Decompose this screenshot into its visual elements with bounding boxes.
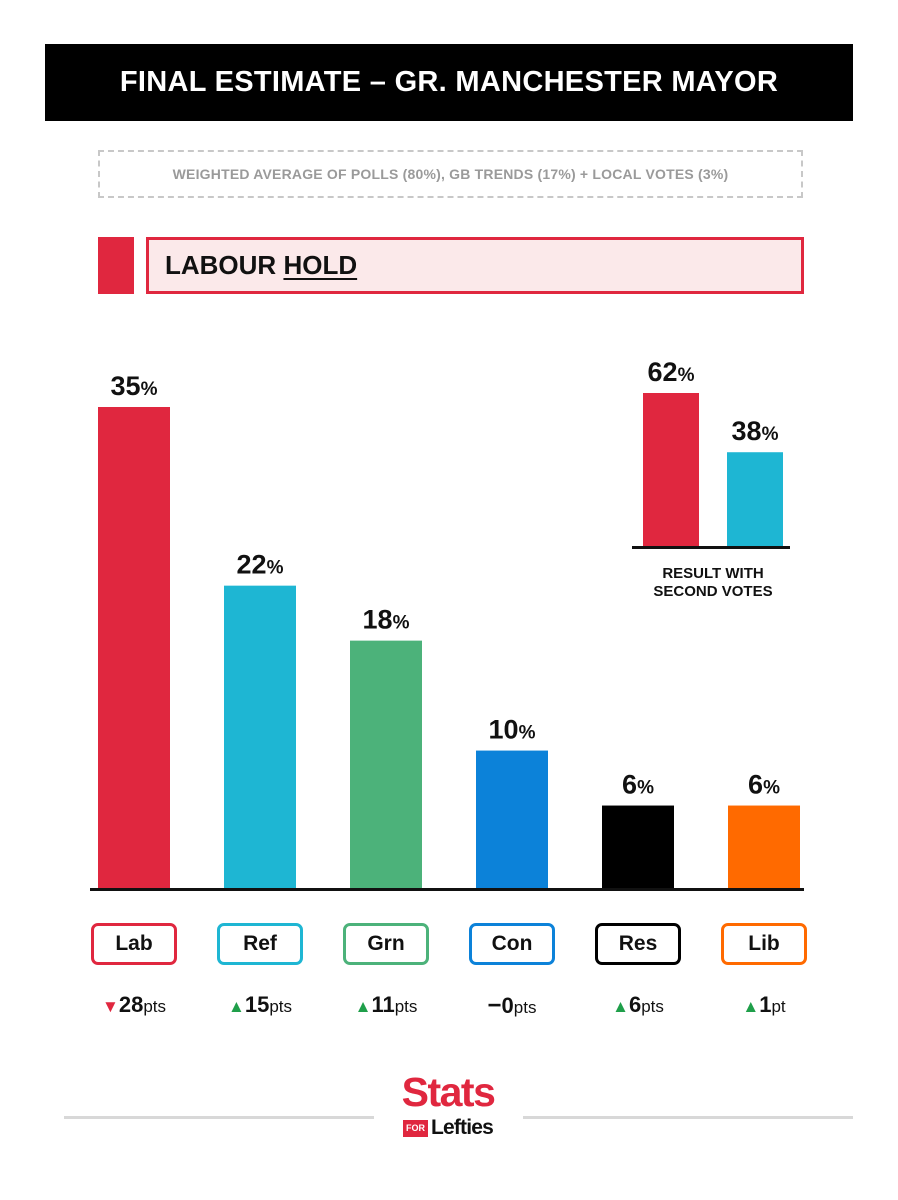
value-label-res: 6% [622, 770, 654, 800]
party-label-con: Con [469, 923, 555, 965]
footer-divider-right [523, 1116, 853, 1119]
inset-axis-line [632, 546, 790, 549]
verdict-party: LABOUR [165, 250, 277, 280]
down-arrow-icon: ▼ [102, 997, 119, 1016]
x-axis-line [90, 888, 804, 891]
stats-for-lefties-logo: Stats FOR Lefties [396, 1072, 500, 1139]
value-label-con: 10% [489, 715, 536, 745]
chart-subtitle: WEIGHTED AVERAGE OF POLLS (80%), GB TREN… [98, 150, 803, 198]
bar-lib [728, 805, 800, 888]
bar-con [476, 750, 548, 888]
bar-ref [224, 585, 296, 888]
inset-caption-line-1: RESULT WITH [662, 565, 763, 582]
change-ref: ▲15pts [228, 992, 292, 1017]
change-con: −0pts [487, 992, 537, 1019]
change-grn: ▲11pts [354, 992, 418, 1017]
logo-lefties-text: Lefties [430, 1116, 494, 1139]
bar-grn [350, 640, 422, 888]
value-label-grn: 18% [363, 605, 410, 635]
up-arrow-icon: ▲ [228, 997, 245, 1016]
up-arrow-icon: ▲ [742, 997, 760, 1016]
party-label-grn: Grn [343, 923, 429, 965]
change-lib: ▲1pt [742, 992, 786, 1017]
verdict-banner: LABOUR HOLD [146, 237, 804, 294]
footer-divider-left [64, 1116, 374, 1119]
inset-bar-lab [643, 393, 699, 546]
party-label-res: Res [595, 923, 681, 965]
bar-lab [98, 407, 170, 888]
inset-bar-ref [727, 452, 783, 546]
change-res: ▲6pts [612, 992, 664, 1017]
inset-value-label-lab: 62% [648, 357, 695, 387]
up-arrow-icon: ▲ [612, 997, 629, 1016]
inset-value-label-ref: 38% [732, 416, 779, 446]
bar-res [602, 805, 674, 888]
logo-for-tag: FOR [402, 1119, 428, 1137]
logo-stats-text: Stats [401, 1069, 496, 1115]
value-label-lib: 6% [748, 770, 780, 800]
value-label-lab: 35% [111, 371, 158, 401]
chart-title: FINAL ESTIMATE – GR. MANCHESTER MAYOR [45, 44, 853, 121]
verdict-marker [98, 237, 134, 294]
party-label-lab: Lab [91, 923, 177, 965]
verdict-result: HOLD [283, 250, 358, 280]
up-arrow-icon: ▲ [354, 997, 372, 1016]
inset-caption-line-2: SECOND VOTES [653, 583, 772, 600]
party-label-lib: Lib [721, 923, 807, 965]
change-lab: ▼28pts [102, 992, 166, 1017]
value-label-ref: 22% [237, 550, 284, 580]
party-label-ref: Ref [217, 923, 303, 965]
no-change-icon: − [487, 992, 502, 1019]
